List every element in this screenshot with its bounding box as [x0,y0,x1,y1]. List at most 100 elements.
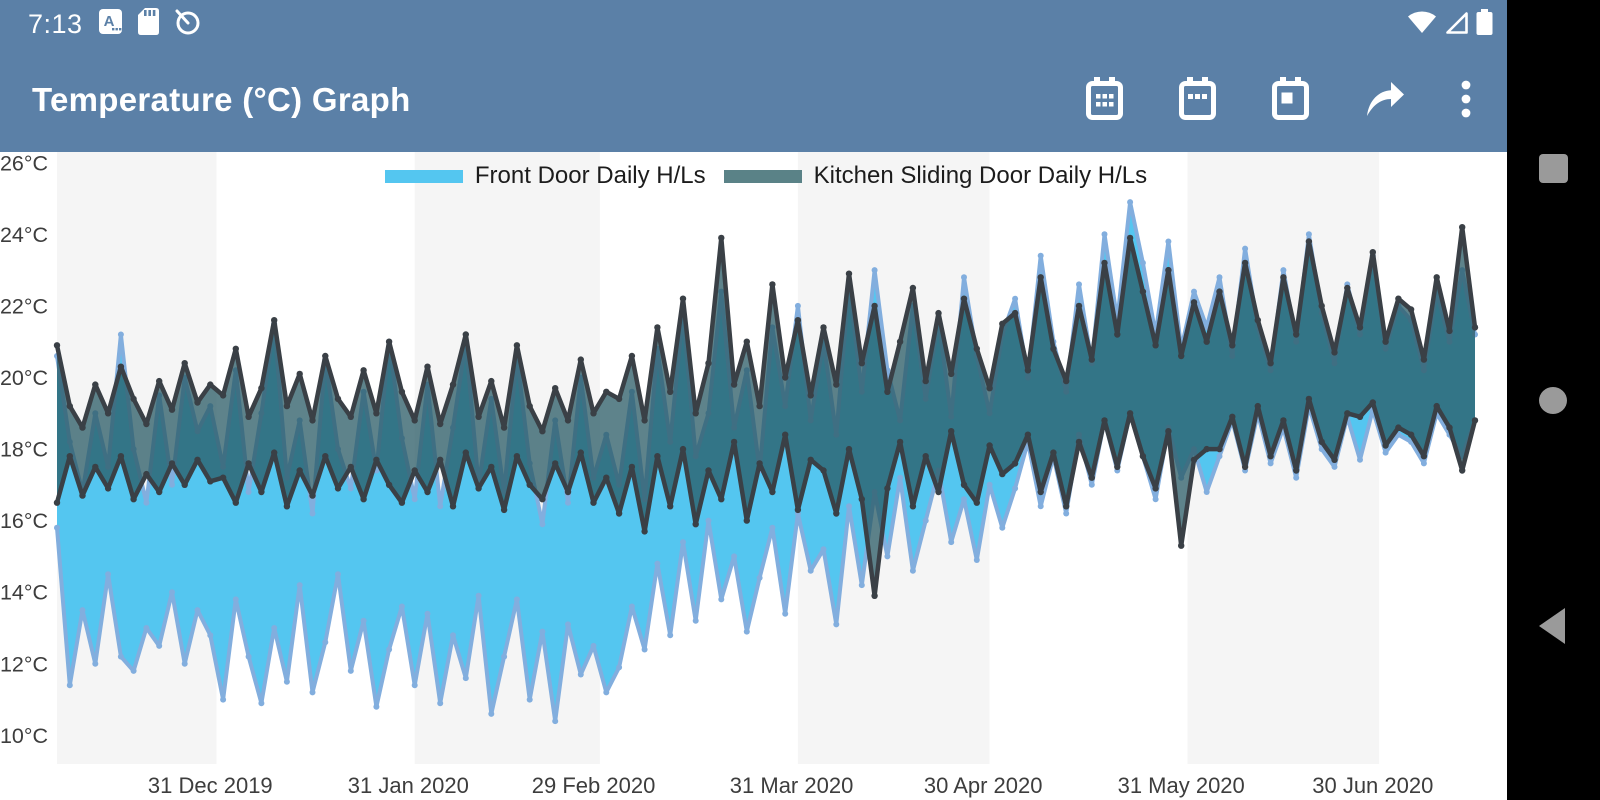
data-point [833,381,840,388]
data-point [1037,488,1044,496]
data-point [411,467,418,474]
data-point [1280,267,1287,274]
data-point [232,596,239,603]
data-point [1088,474,1096,481]
data-point [552,385,559,392]
chart-area[interactable]: 26°C 24°C 22°C 20°C 18°C 16°C 14°C 12°C 10°C 31 D… [0,152,1507,800]
data-point [858,360,865,367]
data-point [1152,485,1159,492]
data-point [411,417,418,424]
y-axis-label: 20°C [0,366,48,390]
data-point [603,689,610,696]
data-point [437,456,444,463]
data-point [1344,284,1351,292]
data-point [1139,453,1147,460]
x-axis-label: 31 Dec 2019 [148,773,273,798]
data-point [245,653,252,660]
data-point [1178,352,1185,360]
data-point [1305,395,1313,403]
data-point [756,460,763,467]
data-point [896,438,904,446]
data-point [398,499,406,506]
data-point [743,338,750,345]
data-point [884,485,891,492]
data-point [500,506,508,514]
y-axis-label: 16°C [0,509,48,533]
data-point [54,524,60,531]
data-point [1088,481,1095,488]
data-point [411,496,418,503]
data-point [935,309,942,317]
data-point [935,488,942,496]
data-point [92,381,99,388]
data-point [884,388,891,395]
data-point [526,696,533,703]
data-point [66,453,74,460]
data-point [871,267,878,274]
calendar-week-icon [1179,76,1216,124]
data-point [1446,424,1453,431]
data-point [960,295,968,302]
data-point [564,488,572,496]
data-point [156,488,163,496]
recents-button[interactable] [1539,154,1568,183]
data-point [373,456,380,463]
data-point [1382,338,1389,345]
data-point [105,571,112,578]
data-point [347,667,354,674]
data-point [552,460,559,467]
letter-a-icon: A [98,8,123,40]
share-button[interactable] [1365,80,1405,121]
data-point [207,478,214,485]
calendar-month-button[interactable] [1086,76,1123,124]
data-point [1088,356,1096,363]
data-point [679,445,687,453]
data-point [283,678,290,685]
data-point [1063,503,1070,510]
data-point [1075,438,1083,446]
data-point [1190,299,1198,306]
data-point [616,664,623,671]
status-time: 7:13 [28,8,83,39]
data-point [1114,463,1121,471]
data-point [1050,449,1057,456]
data-point [1114,331,1121,338]
data-point [322,453,329,460]
status-bar: 7:13 A [0,0,1507,48]
data-point [245,460,252,467]
data-point [424,610,431,617]
data-point [731,553,738,560]
calendar-week-button[interactable] [1179,76,1216,124]
data-point [1446,327,1453,335]
back-button[interactable] [1538,607,1566,645]
data-point [156,377,163,385]
data-point [513,453,521,460]
data-point [1331,456,1338,463]
data-point [1293,467,1300,474]
temperature-chart[interactable]: 26°C 24°C 22°C 20°C 18°C 16°C 14°C 12°C 10°C 31 D… [0,152,1507,800]
data-point [373,410,380,417]
data-point [488,463,495,471]
x-axis-label: 31 May 2020 [1118,773,1245,798]
nav-bar [1507,0,1600,800]
data-point [1076,281,1082,288]
data-point [807,392,814,399]
data-point [1165,428,1172,435]
data-point [769,524,776,531]
calendar-day-button[interactable] [1272,76,1309,124]
data-point [960,481,968,488]
data-point [1126,234,1134,242]
data-point [1407,431,1415,438]
data-point [143,420,150,428]
data-point [603,474,610,481]
sd-card-icon [137,8,159,40]
status-bar-right [1407,0,1493,48]
overflow-menu-button[interactable] [1461,80,1471,121]
data-point [1395,295,1402,302]
data-point [922,453,929,460]
data-point [769,488,776,496]
data-point [1191,288,1197,295]
data-point [565,621,571,628]
home-button[interactable] [1539,386,1567,414]
data-point [117,331,124,338]
